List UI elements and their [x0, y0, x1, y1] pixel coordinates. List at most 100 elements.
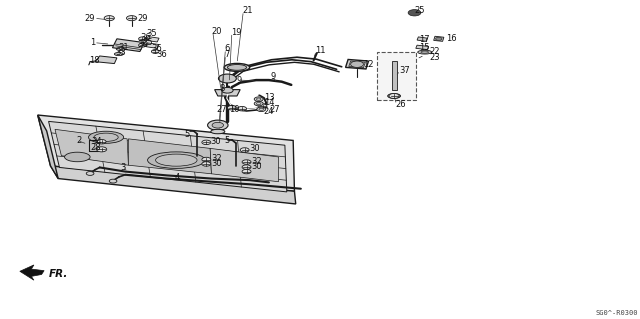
Text: 11: 11 — [315, 46, 325, 56]
Circle shape — [212, 122, 223, 128]
Bar — [392, 61, 397, 90]
Circle shape — [257, 102, 261, 105]
Circle shape — [202, 157, 211, 162]
Text: 29: 29 — [138, 14, 148, 23]
Circle shape — [351, 61, 364, 67]
Text: 17: 17 — [419, 35, 429, 44]
Text: 18: 18 — [89, 56, 99, 65]
Polygon shape — [147, 43, 159, 48]
Polygon shape — [20, 265, 44, 280]
Text: 37: 37 — [399, 66, 410, 75]
Text: 1: 1 — [90, 38, 95, 47]
Polygon shape — [416, 45, 429, 50]
Text: 35: 35 — [147, 29, 157, 38]
Text: 22: 22 — [430, 47, 440, 56]
Polygon shape — [51, 166, 296, 204]
Polygon shape — [417, 37, 428, 41]
Circle shape — [202, 162, 211, 166]
Ellipse shape — [227, 64, 246, 70]
Circle shape — [408, 10, 421, 16]
Text: 31: 31 — [118, 42, 129, 52]
Text: 25: 25 — [415, 6, 425, 15]
Ellipse shape — [156, 154, 197, 166]
Text: 10: 10 — [229, 105, 239, 114]
Polygon shape — [49, 122, 287, 192]
Circle shape — [152, 50, 159, 53]
Text: 16: 16 — [447, 34, 457, 43]
Text: 30: 30 — [250, 144, 260, 153]
Circle shape — [109, 179, 117, 183]
Polygon shape — [210, 148, 278, 182]
Ellipse shape — [116, 48, 125, 50]
Polygon shape — [346, 59, 369, 69]
Text: 6: 6 — [224, 44, 230, 54]
Text: 36: 36 — [138, 40, 148, 49]
Text: 28: 28 — [90, 143, 100, 152]
Text: 32: 32 — [251, 157, 262, 166]
Circle shape — [257, 98, 261, 100]
Text: 5: 5 — [224, 136, 229, 145]
Text: 7: 7 — [224, 50, 230, 59]
Polygon shape — [129, 139, 211, 174]
Circle shape — [86, 172, 94, 175]
Text: 32: 32 — [211, 154, 222, 163]
Text: 2: 2 — [76, 136, 81, 145]
Circle shape — [104, 16, 115, 21]
Text: 12: 12 — [364, 60, 374, 69]
Ellipse shape — [65, 152, 90, 162]
Text: 24: 24 — [264, 108, 275, 116]
Ellipse shape — [148, 152, 205, 168]
Circle shape — [242, 169, 251, 174]
Text: FR.: FR. — [49, 269, 68, 279]
Circle shape — [242, 165, 251, 169]
Circle shape — [258, 104, 267, 108]
Circle shape — [139, 37, 147, 41]
Ellipse shape — [88, 131, 124, 143]
Circle shape — [254, 97, 263, 101]
Text: 36: 36 — [152, 44, 162, 54]
Circle shape — [254, 101, 263, 106]
Text: 27: 27 — [216, 106, 227, 115]
Text: 35: 35 — [143, 38, 153, 47]
Ellipse shape — [211, 129, 225, 134]
Circle shape — [259, 108, 264, 110]
Text: 27: 27 — [269, 106, 280, 115]
Circle shape — [389, 93, 399, 99]
Polygon shape — [214, 90, 240, 96]
Text: 33: 33 — [116, 48, 126, 57]
Circle shape — [218, 74, 236, 83]
Bar — [378, 52, 416, 100]
Text: 9: 9 — [270, 72, 275, 81]
Circle shape — [139, 43, 147, 47]
Text: 26: 26 — [396, 100, 406, 109]
Text: 4: 4 — [174, 173, 180, 182]
Text: 21: 21 — [242, 6, 253, 15]
Text: 20: 20 — [211, 27, 222, 36]
Circle shape — [207, 120, 228, 130]
Polygon shape — [147, 37, 159, 42]
Ellipse shape — [388, 93, 401, 98]
Circle shape — [227, 106, 236, 110]
Text: 30: 30 — [251, 162, 262, 171]
Ellipse shape — [224, 63, 250, 71]
Circle shape — [127, 16, 137, 21]
Circle shape — [221, 87, 233, 93]
Text: 5: 5 — [184, 130, 189, 139]
Circle shape — [436, 37, 442, 41]
Polygon shape — [38, 115, 294, 191]
Text: 15: 15 — [419, 43, 429, 52]
Circle shape — [240, 148, 249, 152]
Circle shape — [97, 147, 107, 152]
Text: 36: 36 — [140, 33, 150, 42]
Text: SG0^-R0300: SG0^-R0300 — [596, 310, 638, 316]
Text: 23: 23 — [430, 53, 440, 62]
Text: 3: 3 — [121, 163, 126, 172]
Text: 19: 19 — [230, 28, 241, 37]
Circle shape — [97, 139, 106, 144]
Text: 9: 9 — [237, 76, 242, 85]
Polygon shape — [113, 39, 145, 51]
Circle shape — [237, 107, 246, 111]
Polygon shape — [434, 36, 444, 41]
Text: 29: 29 — [84, 14, 95, 23]
Ellipse shape — [115, 52, 124, 56]
